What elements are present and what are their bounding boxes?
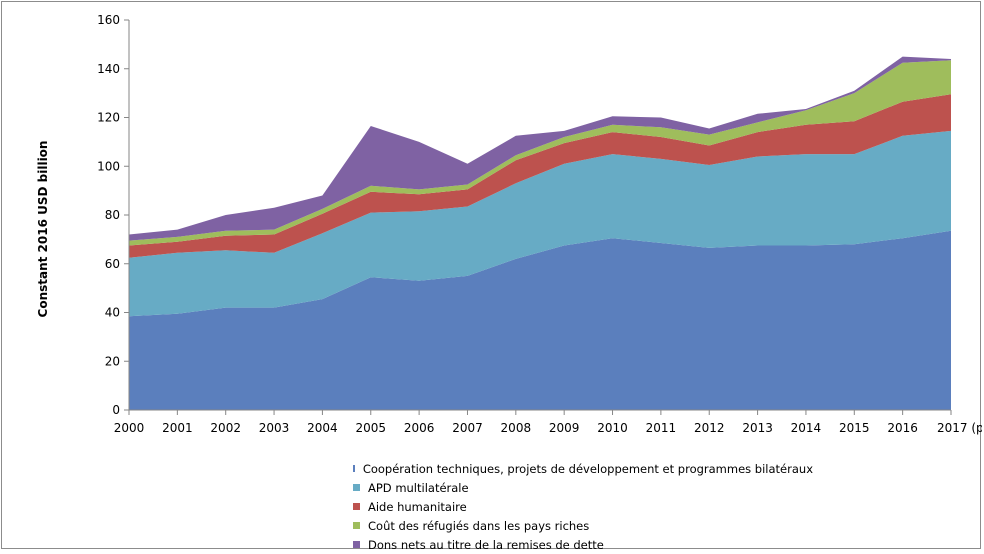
legend-swatch <box>353 503 360 510</box>
x-tick-label: 2013 <box>742 421 773 435</box>
y-tick-label: 80 <box>105 208 120 222</box>
x-tick-label: 2006 <box>404 421 435 435</box>
legend-swatch <box>353 465 355 472</box>
legend-label: Coopération techniques, projets de dével… <box>362 461 813 476</box>
legend-label: Dons nets au titre de la remises de dett… <box>368 537 604 552</box>
y-tick-label: 20 <box>105 354 120 368</box>
x-tick-label: 2000 <box>114 421 145 435</box>
y-tick-label: 60 <box>105 257 120 271</box>
x-tick-label: 2003 <box>259 421 290 435</box>
stacked-area-chart: 0 20 40 60 80 100 120 140 160 2000 2001 2002 2003 200… <box>36 13 982 435</box>
x-tick-label: 2001 <box>162 421 193 435</box>
x-tick-label: 2009 <box>549 421 580 435</box>
x-tick-label: 2014 <box>791 421 822 435</box>
legend-label: APD multilatérale <box>368 480 469 495</box>
legend-swatch <box>353 541 360 548</box>
legend-item: Aide humanitaire <box>353 497 813 516</box>
y-tick-label: 140 <box>97 62 120 76</box>
x-tick-label: 2002 <box>210 421 241 435</box>
area-layer <box>129 56 951 410</box>
legend-item: Coopération techniques, projets de dével… <box>353 459 813 478</box>
legend: Coopération techniques, projets de dével… <box>353 459 813 554</box>
y-tick-label: 160 <box>97 13 120 27</box>
x-tick-label: 2007 <box>452 421 483 435</box>
x-tick-label: 2011 <box>646 421 677 435</box>
y-tick-label: 0 <box>112 403 120 417</box>
axes-layer: 0 20 40 60 80 100 120 140 160 2000 2001 2002 2003 200… <box>97 13 982 435</box>
x-tick-label: 2010 <box>597 421 628 435</box>
legend-item: Coût des réfugiés dans les pays riches <box>353 516 813 535</box>
legend-label: Aide humanitaire <box>368 499 467 514</box>
y-axis-label: Constant 2016 USD billion <box>36 141 50 318</box>
legend-swatch <box>353 484 360 491</box>
legend-item: APD multilatérale <box>353 478 813 497</box>
x-tick-label: 2016 <box>887 421 918 435</box>
x-tick-label: 2004 <box>307 421 338 435</box>
y-tick-label: 120 <box>97 111 120 125</box>
y-tick-label: 100 <box>97 159 120 173</box>
x-tick-label: 2015 <box>839 421 870 435</box>
y-tick-label: 40 <box>105 306 120 320</box>
area-series-2 <box>129 130 951 317</box>
area-series-3 <box>129 94 951 258</box>
area-series-1 <box>129 230 951 410</box>
legend-label: Coût des réfugiés dans les pays riches <box>368 518 590 533</box>
area-series-5 <box>129 56 951 241</box>
x-tick-label: 2012 <box>694 421 725 435</box>
x-tick-label: 2017 (p) <box>937 421 982 435</box>
legend-item: Dons nets au titre de la remises de dett… <box>353 535 813 554</box>
legend-swatch <box>353 522 360 529</box>
x-tick-label: 2008 <box>501 421 532 435</box>
x-tick-label: 2005 <box>355 421 386 435</box>
